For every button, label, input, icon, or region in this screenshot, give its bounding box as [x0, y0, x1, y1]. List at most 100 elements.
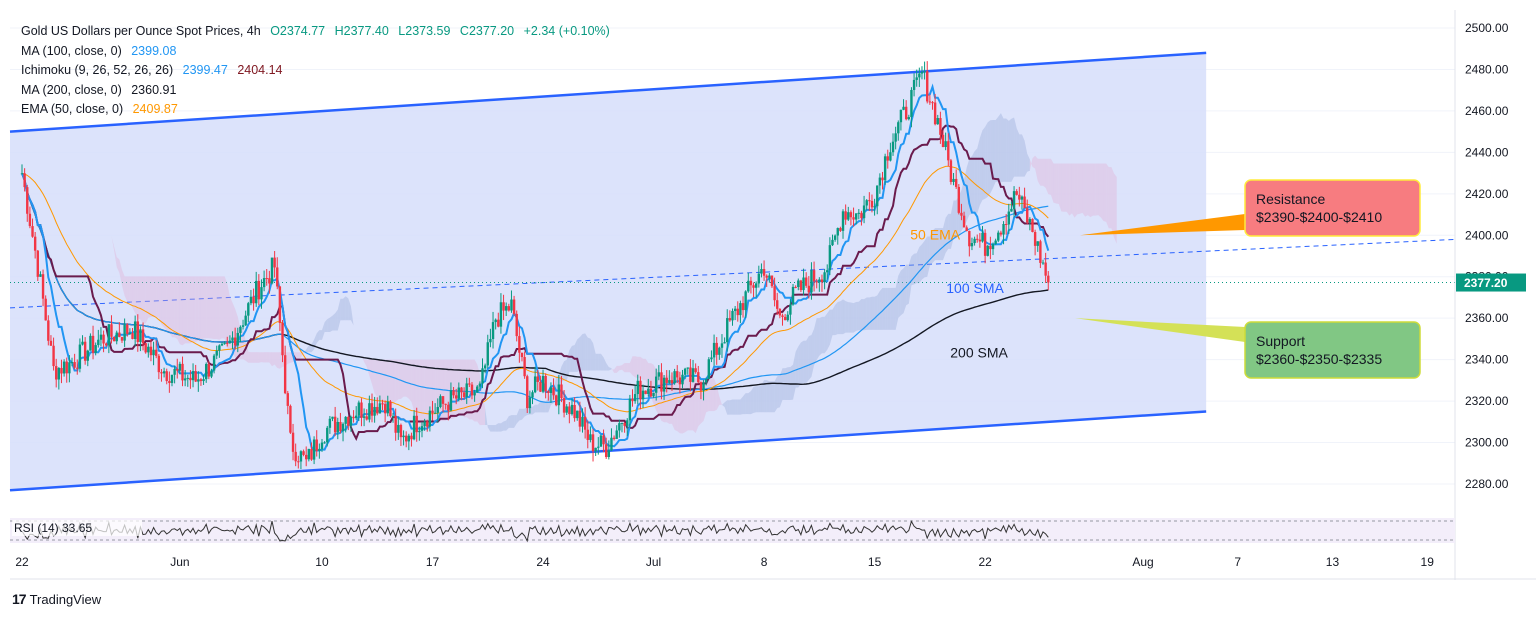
candle-body[interactable]	[741, 303, 745, 311]
candle-body[interactable]	[581, 416, 584, 427]
candle-body[interactable]	[583, 416, 587, 430]
candle-body[interactable]	[449, 390, 453, 411]
candle-body[interactable]	[802, 277, 805, 291]
candle-body[interactable]	[768, 275, 771, 278]
candle-body[interactable]	[523, 357, 526, 377]
candle-body[interactable]	[276, 267, 279, 287]
candle-body[interactable]	[57, 367, 61, 380]
candle-body[interactable]	[252, 296, 255, 304]
candle-body[interactable]	[865, 200, 868, 206]
candle-body[interactable]	[786, 314, 789, 321]
candle-body[interactable]	[362, 416, 366, 418]
candle-body[interactable]	[399, 424, 403, 438]
candle-body[interactable]	[983, 232, 987, 256]
candle-body[interactable]	[676, 371, 679, 378]
candle-body[interactable]	[391, 415, 395, 417]
candle-body[interactable]	[423, 421, 426, 427]
candle-body[interactable]	[686, 367, 689, 369]
candle-body[interactable]	[144, 343, 147, 353]
candle-body[interactable]	[373, 406, 376, 416]
candle-body[interactable]	[531, 392, 534, 398]
candle-body[interactable]	[291, 432, 295, 452]
y-axis[interactable]: 2500.00 2480.00 2460.00 2440.00 2420.00 2400.…	[1454, 10, 1526, 580]
candle-body[interactable]	[376, 406, 379, 414]
candle-body[interactable]	[536, 376, 539, 382]
candle-body[interactable]	[815, 281, 818, 283]
candle-body[interactable]	[115, 332, 118, 342]
candle-body[interactable]	[678, 377, 682, 385]
candle-body[interactable]	[833, 235, 837, 240]
candle-body[interactable]	[281, 322, 284, 356]
candle-body[interactable]	[876, 185, 879, 207]
candle-body[interactable]	[791, 286, 795, 305]
candle-body[interactable]	[807, 285, 811, 293]
candle-body[interactable]	[152, 349, 155, 356]
candle-body[interactable]	[65, 361, 68, 374]
candle-body[interactable]	[186, 377, 189, 379]
candle-body[interactable]	[820, 279, 824, 283]
candle-body[interactable]	[228, 340, 232, 344]
candle-body[interactable]	[526, 376, 529, 409]
candle-body[interactable]	[812, 270, 816, 282]
candle-body[interactable]	[999, 232, 1003, 235]
candle-body[interactable]	[226, 342, 229, 344]
candle-body[interactable]	[381, 403, 384, 405]
candle-body[interactable]	[473, 392, 476, 396]
candle-body[interactable]	[233, 337, 237, 346]
candle-body[interactable]	[704, 379, 708, 383]
candle-body[interactable]	[554, 395, 558, 406]
candle-body[interactable]	[726, 318, 729, 343]
channel-upper-line[interactable]	[9, 51, 1207, 133]
candle-body[interactable]	[265, 278, 268, 280]
candle-body[interactable]	[986, 245, 989, 256]
candle-body[interactable]	[462, 392, 466, 397]
candle-body[interactable]	[126, 324, 129, 334]
candle-body[interactable]	[307, 448, 311, 460]
candle-body[interactable]	[136, 321, 139, 342]
candle-body[interactable]	[241, 325, 245, 327]
candle-body[interactable]	[297, 461, 300, 463]
candle-body[interactable]	[910, 89, 913, 118]
candle-body[interactable]	[131, 333, 134, 340]
candle-body[interactable]	[328, 418, 332, 428]
candle-body[interactable]	[28, 213, 32, 227]
candle-body[interactable]	[512, 299, 516, 314]
candle-body[interactable]	[591, 434, 595, 452]
indicator-row-ichimoku[interactable]: Ichimoku (9, 26, 52, 26, 26) 2399.47 240…	[21, 61, 610, 81]
candle-body[interactable]	[460, 387, 463, 393]
candle-body[interactable]	[949, 160, 953, 182]
candle-body[interactable]	[847, 212, 850, 220]
candle-body[interactable]	[731, 310, 734, 321]
candle-body[interactable]	[1033, 232, 1037, 246]
candle-body[interactable]	[110, 324, 113, 337]
candle-body[interactable]	[191, 371, 195, 381]
candle-body[interactable]	[289, 405, 292, 433]
candle-body[interactable]	[428, 410, 432, 427]
candle-body[interactable]	[60, 367, 63, 374]
candle-body[interactable]	[39, 274, 42, 277]
candle-body[interactable]	[754, 283, 758, 288]
candle-body[interactable]	[776, 300, 779, 309]
candle-body[interactable]	[839, 228, 842, 231]
candle-body[interactable]	[594, 447, 597, 452]
candle-body[interactable]	[160, 372, 163, 374]
candle-body[interactable]	[99, 334, 103, 340]
candle-body[interactable]	[407, 435, 411, 442]
candle-body[interactable]	[978, 239, 982, 242]
candle-body[interactable]	[55, 366, 58, 380]
candle-body[interactable]	[894, 133, 897, 142]
candle-body[interactable]	[402, 435, 405, 438]
candle-body[interactable]	[691, 368, 695, 382]
candle-body[interactable]	[465, 383, 468, 397]
candle-body[interactable]	[933, 102, 937, 125]
candle-body[interactable]	[478, 383, 482, 387]
candle-body[interactable]	[354, 415, 358, 419]
candle-body[interactable]	[604, 444, 608, 458]
candle-body[interactable]	[486, 342, 489, 366]
candle-body[interactable]	[370, 403, 374, 416]
candle-body[interactable]	[568, 406, 571, 415]
candle-body[interactable]	[331, 416, 334, 419]
candle-body[interactable]	[133, 321, 137, 340]
candle-body[interactable]	[344, 416, 347, 424]
